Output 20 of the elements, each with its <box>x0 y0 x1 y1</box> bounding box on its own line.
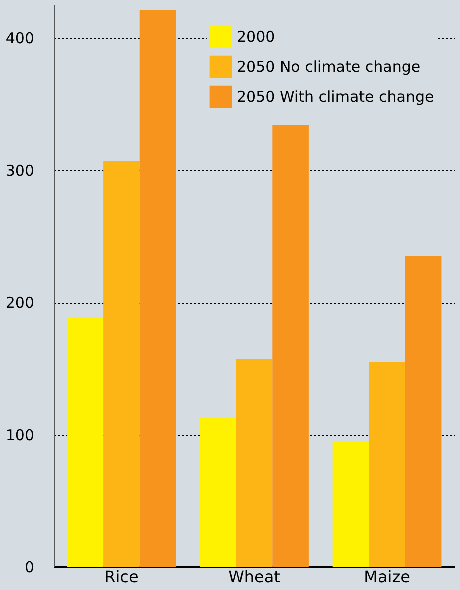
x-tick-label: Rice <box>104 568 139 586</box>
y-tick-label: 200 <box>6 294 34 312</box>
bar <box>405 256 442 567</box>
y-tick-label: 300 <box>6 162 34 180</box>
legend-label: 2050 No climate change <box>237 58 421 76</box>
legend-label: 2050 With climate change <box>237 88 434 106</box>
legend-label: 2000 <box>237 28 276 46</box>
bar <box>332 441 370 567</box>
bar <box>272 125 309 567</box>
y-tick-label: 0 <box>24 558 34 576</box>
bar <box>67 318 104 567</box>
bar <box>369 362 406 567</box>
y-tick-label: 100 <box>6 426 34 444</box>
x-tick-label: Wheat <box>228 568 280 586</box>
bar <box>104 161 140 567</box>
y-tick-label: 400 <box>6 30 34 48</box>
bar <box>236 359 273 567</box>
bar <box>200 418 236 567</box>
bar <box>140 10 176 567</box>
x-tick-label: Maize <box>364 568 410 586</box>
